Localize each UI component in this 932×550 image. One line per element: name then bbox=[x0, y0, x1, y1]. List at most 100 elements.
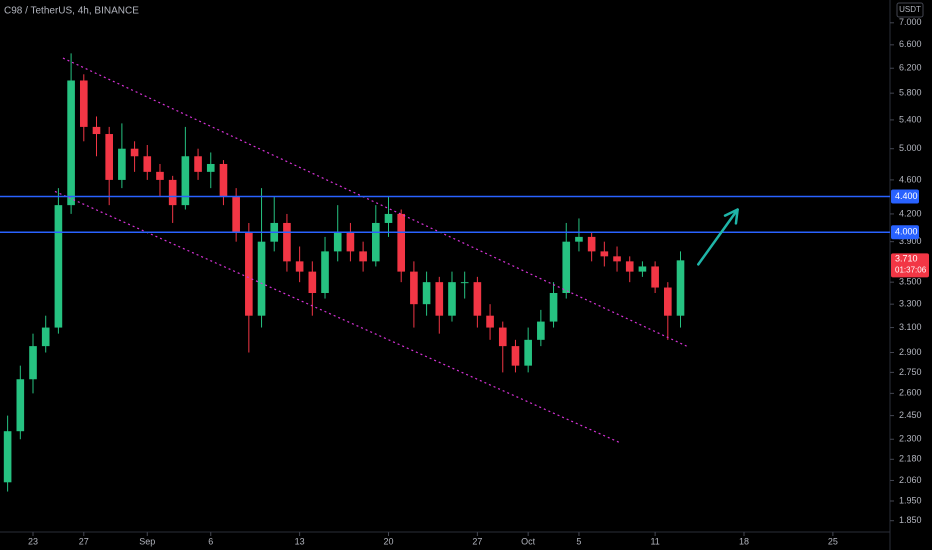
x-tick-label: 25 bbox=[828, 536, 838, 546]
candle-body bbox=[664, 287, 672, 316]
x-tick-label: Oct bbox=[521, 536, 536, 546]
candle-body bbox=[524, 339, 532, 366]
y-tick-label: 2.180 bbox=[899, 454, 922, 464]
candle-body bbox=[257, 241, 266, 316]
candle-body bbox=[16, 379, 25, 432]
y-tick-label: 6.200 bbox=[899, 63, 922, 73]
candle-body bbox=[651, 266, 659, 288]
candle-body bbox=[448, 282, 456, 316]
x-tick-label: Sep bbox=[139, 536, 155, 546]
candle-body bbox=[143, 156, 152, 172]
level-tag bbox=[891, 189, 919, 204]
channel-line bbox=[62, 57, 690, 348]
last-price-label: 3.710 bbox=[895, 254, 918, 264]
candle-body bbox=[511, 346, 520, 366]
level-label: 4.400 bbox=[895, 191, 918, 201]
arrow-shaft bbox=[697, 208, 739, 266]
candle-body bbox=[181, 156, 190, 206]
y-tick-label: 6.600 bbox=[899, 39, 922, 49]
y-tick-label: 3.300 bbox=[899, 299, 922, 309]
candle-body bbox=[676, 260, 685, 316]
candle-body bbox=[359, 251, 367, 262]
candle-body bbox=[67, 80, 75, 206]
x-tick-label: 13 bbox=[295, 536, 305, 546]
y-tick-label: 2.900 bbox=[899, 347, 922, 357]
candle-body bbox=[168, 179, 177, 206]
y-tick-label: 2.300 bbox=[899, 434, 922, 444]
candle-body bbox=[435, 282, 444, 316]
candle-body bbox=[549, 293, 558, 322]
candle-body bbox=[486, 315, 494, 328]
chart-title: C98 / TetherUS, 4h, BINANCE bbox=[4, 6, 139, 17]
candle-body bbox=[283, 222, 291, 262]
candle-body bbox=[29, 346, 37, 380]
y-tick-label: 3.100 bbox=[899, 322, 922, 332]
x-tick-label: 23 bbox=[28, 536, 38, 546]
candle-body bbox=[79, 80, 88, 127]
candle-body bbox=[105, 134, 113, 180]
x-tick-label: 6 bbox=[208, 536, 213, 546]
countdown-label: 01:37:06 bbox=[895, 265, 927, 274]
x-tick-label: 18 bbox=[739, 536, 749, 546]
y-tick-label: 4.200 bbox=[899, 208, 922, 218]
y-tick-label: 4.600 bbox=[899, 174, 922, 184]
candle-body bbox=[371, 222, 380, 262]
arrow-head bbox=[723, 208, 739, 225]
y-tick-label: 5.000 bbox=[899, 143, 922, 153]
candle-body bbox=[384, 213, 393, 223]
candle-body bbox=[625, 261, 634, 272]
candle-body bbox=[130, 148, 139, 157]
candle-body bbox=[41, 327, 50, 347]
candle-body bbox=[460, 282, 469, 284]
x-tick-label: 11 bbox=[650, 536, 659, 546]
candle-body bbox=[232, 196, 240, 233]
y-tick-label: 2.060 bbox=[899, 475, 922, 485]
candle-body bbox=[295, 261, 304, 272]
y-tick-label: 2.600 bbox=[899, 388, 922, 398]
y-tick-label: 2.450 bbox=[899, 410, 922, 420]
candle-body bbox=[537, 321, 545, 340]
candle-body bbox=[638, 266, 647, 272]
x-tick-label: 27 bbox=[79, 536, 89, 546]
candle-body bbox=[562, 241, 571, 294]
candle-body bbox=[118, 148, 126, 180]
currency-label: USDT bbox=[899, 5, 921, 14]
y-tick-label: 1.950 bbox=[899, 495, 922, 505]
y-tick-label: 5.400 bbox=[899, 114, 922, 124]
x-tick-label: 20 bbox=[383, 536, 393, 546]
level-label: 4.000 bbox=[895, 227, 918, 237]
candle-body bbox=[498, 327, 507, 347]
candle-body bbox=[410, 271, 418, 305]
candle-body bbox=[92, 126, 101, 135]
last-price-tag bbox=[891, 253, 929, 278]
y-tick-label: 3.500 bbox=[899, 277, 922, 287]
candle-body bbox=[245, 232, 253, 316]
candle-body bbox=[346, 232, 355, 252]
candle-body bbox=[397, 213, 406, 272]
candle-body bbox=[613, 256, 621, 262]
candle-body bbox=[422, 282, 431, 305]
candle-body bbox=[587, 236, 596, 252]
x-tick-label: 27 bbox=[472, 536, 482, 546]
candle-body bbox=[3, 431, 12, 483]
candle-body bbox=[600, 251, 609, 257]
candle-body bbox=[473, 282, 482, 316]
y-tick-label: 7.000 bbox=[899, 17, 922, 27]
candle-body bbox=[54, 205, 63, 328]
y-tick-label: 3.900 bbox=[899, 236, 922, 246]
candle-body bbox=[575, 236, 583, 242]
candle-body bbox=[206, 163, 215, 172]
candle-body bbox=[194, 156, 202, 172]
candle-body bbox=[156, 171, 164, 180]
level-tag bbox=[891, 225, 919, 240]
y-tick-label: 5.800 bbox=[899, 88, 922, 98]
y-tick-label: 2.750 bbox=[899, 367, 922, 377]
currency-box bbox=[896, 2, 924, 18]
candle-body bbox=[333, 232, 342, 252]
x-tick-label: 5 bbox=[576, 536, 581, 546]
candle-body bbox=[219, 163, 228, 197]
candle-body bbox=[308, 271, 317, 294]
candle-body bbox=[321, 251, 329, 294]
